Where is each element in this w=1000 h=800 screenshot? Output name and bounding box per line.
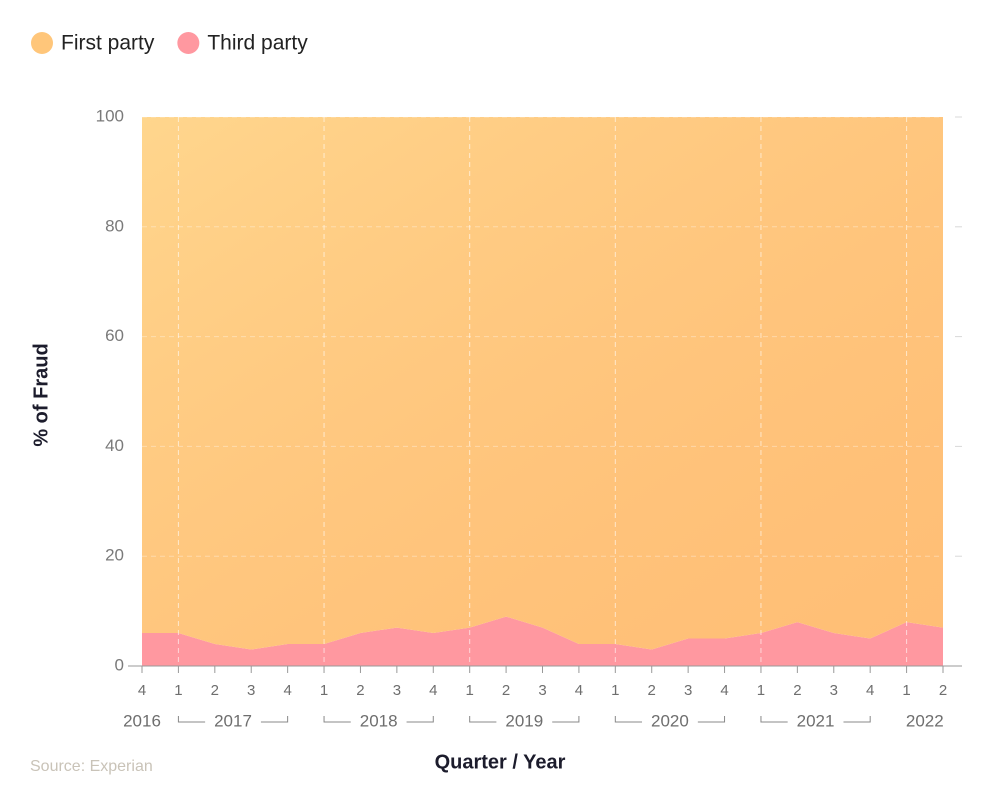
legend-swatch bbox=[31, 32, 53, 54]
year-bracket bbox=[552, 716, 580, 723]
year-bracket bbox=[406, 716, 434, 723]
year-label: 2021 bbox=[797, 711, 835, 730]
legend-label: First party bbox=[61, 32, 155, 55]
year-label: 2016 bbox=[123, 711, 161, 730]
x-tick-label: 4 bbox=[720, 682, 728, 699]
y-tick-label: 40 bbox=[105, 436, 124, 455]
year-bracket bbox=[260, 716, 289, 723]
x-tick-label: 1 bbox=[320, 682, 328, 699]
year-bracket bbox=[697, 716, 726, 723]
year-bracket bbox=[323, 716, 351, 723]
x-tick-label: 1 bbox=[757, 682, 765, 699]
x-tick-label: 2 bbox=[502, 682, 510, 699]
x-tick-label: 4 bbox=[138, 682, 146, 699]
legend-label: Third party bbox=[207, 32, 308, 55]
x-tick-label: 4 bbox=[575, 682, 583, 699]
x-tick-label: 1 bbox=[611, 682, 619, 699]
year-label: 2017 bbox=[214, 711, 252, 730]
y-axis-title: % of Fraud bbox=[30, 343, 52, 446]
x-tick-label: 4 bbox=[429, 682, 437, 699]
x-tick-label: 3 bbox=[830, 682, 838, 699]
x-tick-label: 3 bbox=[247, 682, 255, 699]
x-tick-label: 1 bbox=[466, 682, 474, 699]
y-tick-label: 100 bbox=[96, 106, 124, 125]
x-tick-label: 4 bbox=[866, 682, 874, 699]
area-shade bbox=[142, 117, 943, 650]
x-tick-label: 1 bbox=[902, 682, 910, 699]
x-tick-label: 2 bbox=[211, 682, 219, 699]
source: Source: Experian bbox=[30, 758, 153, 775]
year-bracket bbox=[469, 716, 497, 723]
x-tick-label: 1 bbox=[174, 682, 182, 699]
y-tick-label: 0 bbox=[115, 655, 124, 674]
x-tick-label: 3 bbox=[538, 682, 546, 699]
x-tick-label: 3 bbox=[393, 682, 401, 699]
year-label: 2022 bbox=[906, 711, 944, 730]
y-tick-label: 80 bbox=[105, 216, 124, 235]
year-label: 2019 bbox=[505, 711, 543, 730]
area bbox=[142, 616, 943, 666]
year-label: 2020 bbox=[651, 711, 689, 730]
year-bracket bbox=[614, 716, 643, 723]
x-tick-label: 4 bbox=[283, 682, 291, 699]
x-tick-label: 2 bbox=[648, 682, 656, 699]
year-bracket bbox=[760, 716, 788, 723]
y-tick-label: 20 bbox=[105, 546, 124, 565]
year-bracket bbox=[177, 716, 206, 723]
legend-swatch bbox=[177, 32, 200, 54]
x-tick-label: 3 bbox=[684, 682, 692, 699]
x-tick-label: 2 bbox=[793, 682, 801, 699]
y-tick-label: 60 bbox=[105, 326, 124, 345]
year-label: 2018 bbox=[360, 711, 398, 730]
year-bracket bbox=[843, 716, 871, 723]
x-tick-label: 2 bbox=[356, 682, 364, 699]
x-axis-title: Quarter / Year bbox=[435, 751, 566, 773]
x-tick-label: 2 bbox=[939, 682, 947, 699]
